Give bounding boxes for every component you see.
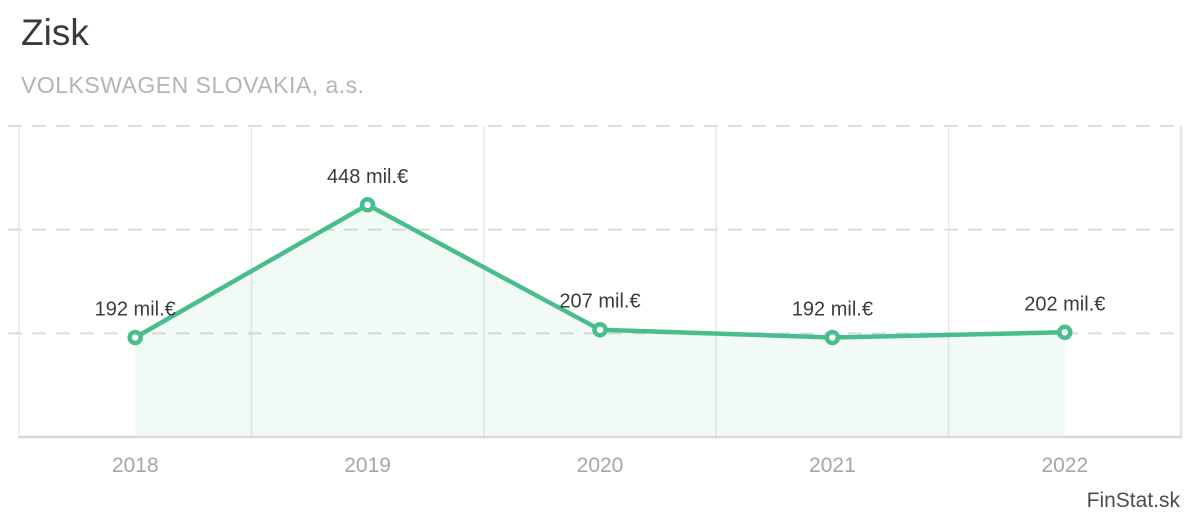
x-axis-tick-label: 2018 <box>112 454 159 477</box>
page-title: Zisk <box>21 12 89 53</box>
x-axis-tick-label: 2020 <box>577 454 624 477</box>
x-axis-tick-label: 2019 <box>344 454 391 477</box>
data-point-marker[interactable] <box>359 197 376 213</box>
finstat-watermark: FinStat.sk <box>1086 489 1180 512</box>
data-point-marker[interactable] <box>592 321 608 338</box>
data-point-marker[interactable] <box>1057 324 1073 341</box>
data-point-label: 202 mil.€ <box>1024 293 1105 315</box>
data-point-label: 448 mil.€ <box>327 166 408 188</box>
data-point-label: 207 mil.€ <box>559 291 640 313</box>
data-point-label: 192 mil.€ <box>95 298 176 320</box>
x-axis-tick-label: 2021 <box>809 454 856 477</box>
data-point-marker[interactable] <box>127 329 143 346</box>
x-axis-tick-label: 2022 <box>1041 454 1088 477</box>
data-point-marker[interactable] <box>824 329 841 346</box>
company-subtitle: VOLKSWAGEN SLOVAKIA, a.s. <box>21 72 365 98</box>
area-fill <box>135 204 1065 437</box>
data-point-label: 192 mil.€ <box>792 298 873 320</box>
